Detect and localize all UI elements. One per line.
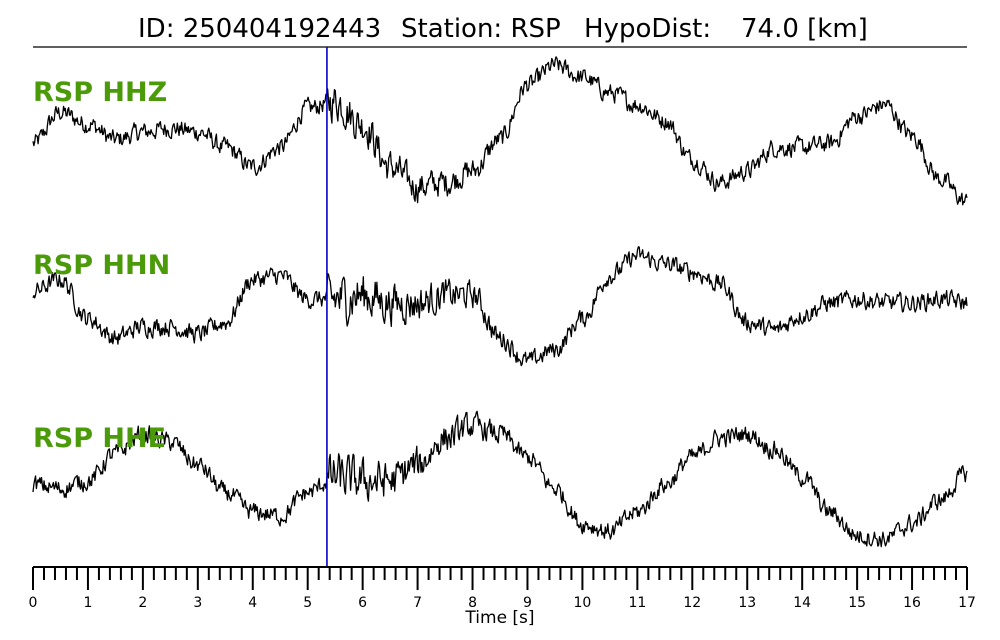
trace-rsp-hhz (32, 56, 968, 206)
title-group: ID: 250404192443 Station: RSP HypoDist: … (138, 14, 868, 44)
tick-label: 14 (793, 595, 811, 611)
time-axis-tick-labels: 0 1 2 3 4 5 6 7 8 9 10 11 12 13 14 15 16 17 (29, 595, 976, 611)
channel-labels: RSP HHZ RSP HHN RSP HHE (33, 77, 170, 454)
time-axis: 0 1 2 3 4 5 6 7 8 9 10 11 12 13 14 15 16 17 Time [s] (29, 566, 976, 628)
tick-label: 0 (29, 595, 38, 611)
title-hypodist-value: 74.0 [km] (741, 14, 868, 44)
channel-label-hhe: RSP HHE (33, 423, 166, 454)
tick-label: 16 (903, 595, 921, 611)
title-id: ID: 250404192443 (138, 14, 381, 44)
tick-label: 7 (413, 595, 422, 611)
tick-label: 8 (468, 595, 477, 611)
trace-rsp-hhn (32, 246, 968, 367)
title-hypodist-label: HypoDist: (584, 14, 711, 44)
tick-label: 11 (628, 595, 646, 611)
tick-label: 1 (83, 595, 92, 611)
tick-label: 13 (738, 595, 756, 611)
channel-label-hhn: RSP HHN (33, 250, 170, 281)
tick-label: 5 (303, 595, 312, 611)
tick-label: 2 (138, 595, 147, 611)
tick-label: 9 (523, 595, 532, 611)
tick-label: 3 (193, 595, 202, 611)
trace-rsp-hhe (32, 410, 968, 548)
tick-label: 10 (573, 595, 591, 611)
tick-label: 12 (683, 595, 701, 611)
channel-label-hhz: RSP HHZ (33, 77, 167, 108)
tick-label: 6 (358, 595, 367, 611)
title-station: Station: RSP (401, 14, 561, 44)
traces-group (32, 56, 968, 548)
tick-label: 4 (248, 595, 257, 611)
tick-label: 15 (848, 595, 866, 611)
tick-label: 17 (958, 595, 976, 611)
x-axis-label: Time [s] (464, 608, 534, 628)
time-axis-ticks (32, 567, 968, 590)
